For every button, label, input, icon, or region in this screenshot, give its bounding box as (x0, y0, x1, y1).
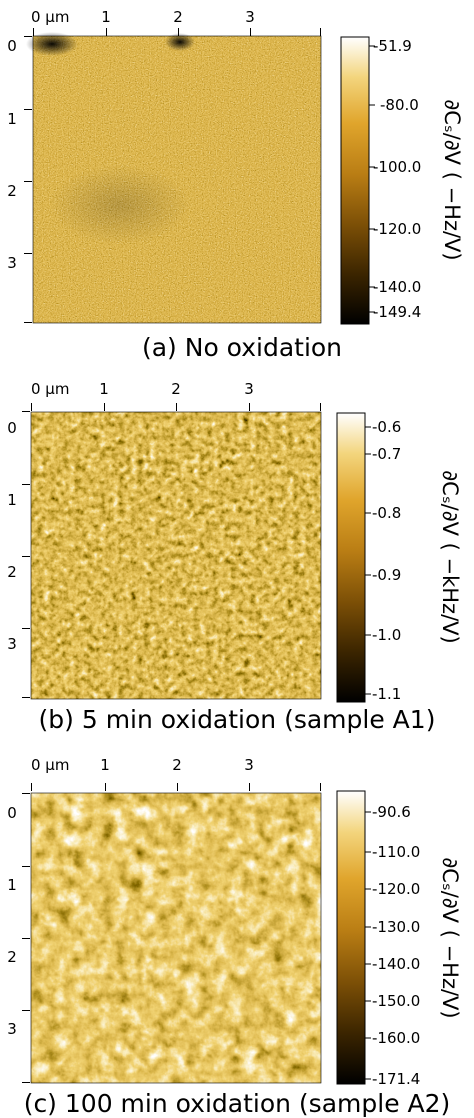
colorbar-tick-label: -150.0 (372, 992, 420, 1010)
panel-a-figure: 0 µm 1 2 3 0 1 2 3 (7, 8, 464, 325)
colorbar-label: ∂Cₛ/∂V ( −Hz/V) (440, 99, 464, 260)
panel-caption: (b) 5 min oxidation (sample A1) (38, 705, 436, 734)
colorbar-tick-label: -140.0 (372, 955, 420, 973)
afm-image (31, 412, 321, 699)
dark-spot (165, 33, 195, 51)
colorbar-tick-label: -80.0 (380, 96, 419, 114)
colorbar-tick-label: -90.6 (372, 803, 411, 821)
colorbar-tick-label: -160.0 (372, 1029, 420, 1047)
x-tick-label: 2 (171, 380, 181, 398)
colorbar (340, 36, 370, 325)
panel-b-figure: 0 µm 1 2 3 0 1 2 3 (7, 380, 462, 703)
colorbar-tick-label: -149.4 (373, 303, 421, 321)
panel-c-figure: 0 µm 1 2 3 0 1 2 3 (7, 756, 462, 1088)
colorbar-tick-label: -140.0 (373, 278, 421, 296)
y-tick-label: 0 (7, 37, 17, 55)
y-tick-label: 1 (7, 491, 17, 509)
colorbar (336, 412, 366, 703)
x-tick-label: 1 (99, 380, 109, 398)
afm-image-frame (30, 411, 322, 700)
colorbar-label: ∂Cₛ/∂V ( −Hz/V) (438, 857, 462, 1018)
y-tick-label: 1 (7, 110, 17, 128)
x-tick-label: 3 (244, 756, 254, 774)
x-tick-label: 3 (245, 8, 255, 26)
y-tick-label: 2 (7, 948, 17, 966)
x-tick-label: 1 (101, 8, 111, 26)
y-tick-label: 2 (7, 182, 17, 200)
image-axis-ticks (24, 28, 321, 323)
colorbar-tick-labels: -51.9 -80.0 -100.0 -120.0 -140.0 -149.4 (373, 37, 421, 321)
y-tick-label: 3 (7, 635, 17, 653)
colorbar (336, 790, 366, 1085)
colorbar-label: ∂Cₛ/∂V ( −kHz/V) (438, 470, 462, 643)
colorbar-tick-label: -100.0 (373, 158, 421, 176)
dark-spot (26, 32, 78, 56)
x-tick-label: 1 (100, 756, 110, 774)
y-tick-label: 3 (7, 1020, 17, 1038)
colorbar-tick-label: -1.1 (372, 685, 401, 703)
colorbar-tick-label: -1.0 (372, 626, 401, 644)
x-tick-label: 0 µm (31, 756, 69, 774)
colorbar-ticks (365, 426, 371, 695)
y-tick-label: 0 (7, 804, 17, 822)
afm-image-frame (32, 35, 322, 324)
colorbar-tick-label: -171.4 (372, 1070, 420, 1088)
x-tick-label: 0 µm (31, 380, 69, 398)
colorbar-tick-label: -130.0 (372, 918, 420, 936)
panel-c: 0 µm 1 2 3 0 1 2 3 (0, 748, 474, 1118)
colorbar-tick-label: -0.7 (372, 445, 401, 463)
afm-image (31, 793, 321, 1083)
panel-caption: (c) 100 min oxidation (sample A2) (23, 1089, 451, 1118)
colorbar-tick-label: -110.0 (372, 843, 420, 861)
colorbar-tick-label: -120.0 (372, 880, 420, 898)
colorbar-tick-labels: -90.6 -110.0 -120.0 -130.0 -140.0 -150.0… (372, 803, 420, 1088)
image-axis-ticks (22, 403, 321, 698)
colorbar-tick-labels: -0.6 -0.7 -0.8 -0.9 -1.0 -1.1 (372, 418, 401, 703)
image-axis-ticks (22, 783, 321, 1083)
x-tick-label: 2 (172, 756, 182, 774)
panel-b: 0 µm 1 2 3 0 1 2 3 (0, 372, 474, 742)
y-tick-label: 3 (7, 254, 17, 272)
colorbar-tick-label: -0.9 (372, 566, 401, 584)
afm-image-frame (30, 792, 322, 1084)
y-tick-label: 0 (7, 419, 17, 437)
colorbar-tick-label: -0.8 (372, 504, 401, 522)
panel-a: 0 µm 1 2 3 0 1 2 3 (0, 0, 474, 370)
colorbar-ticks (369, 45, 375, 313)
x-tick-label: 2 (173, 8, 183, 26)
colorbar-tick-label: -120.0 (373, 220, 421, 238)
y-tick-label: 2 (7, 563, 17, 581)
x-tick-label: 0 µm (31, 8, 69, 26)
dark-region (50, 165, 190, 245)
colorbar-tick-label: -51.9 (373, 37, 412, 55)
x-tick-label: 3 (244, 380, 254, 398)
y-tick-label: 1 (7, 876, 17, 894)
panel-caption: (a) No oxidation (141, 333, 343, 362)
colorbar-ticks (365, 811, 371, 1080)
colorbar-tick-label: -0.6 (372, 418, 401, 436)
